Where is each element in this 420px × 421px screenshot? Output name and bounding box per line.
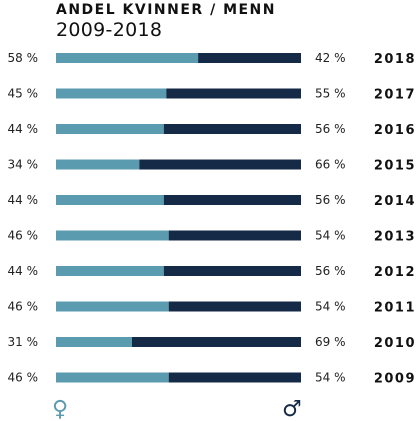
bar-men-2009 xyxy=(168,372,301,383)
year-label-2013: 2013 xyxy=(374,230,416,245)
bar-men-2018 xyxy=(198,53,301,63)
bar-women-2011 xyxy=(56,301,169,312)
year-label-2018: 2018 xyxy=(374,52,416,67)
label-men-2014: 56 % xyxy=(315,193,346,207)
label-men-2017: 55 % xyxy=(315,87,346,101)
label-men-2015: 66 % xyxy=(315,158,346,172)
bar-men-2014 xyxy=(163,195,301,205)
bar-women-2010 xyxy=(56,337,132,347)
label-women-2011: 46 % xyxy=(8,300,39,314)
bar-women-2009 xyxy=(56,372,169,383)
label-men-2016: 56 % xyxy=(315,122,346,136)
bar-women-2015 xyxy=(56,159,140,170)
bar-women-2012 xyxy=(56,266,164,276)
bar-men-2016 xyxy=(163,124,301,134)
label-women-2014: 44 % xyxy=(8,193,39,207)
label-women-2015: 34 % xyxy=(8,158,39,172)
bar-men-2013 xyxy=(168,230,301,241)
label-men-2013: 54 % xyxy=(315,229,346,243)
label-men-2010: 69 % xyxy=(315,335,346,349)
bar-women-2017 xyxy=(56,88,167,99)
bar-men-2015 xyxy=(139,159,301,170)
year-label-2009: 2009 xyxy=(374,372,416,387)
year-label-2015: 2015 xyxy=(374,159,416,174)
label-women-2017: 45 % xyxy=(8,87,39,101)
label-men-2018: 42 % xyxy=(315,51,346,65)
chart-title: ANDEL KVINNER / MENN xyxy=(56,2,276,18)
label-women-2016: 44 % xyxy=(8,122,39,136)
bar-men-2012 xyxy=(163,266,301,276)
bar-women-2013 xyxy=(56,230,169,241)
male-symbol-icon: ♂ xyxy=(282,397,302,421)
label-women-2013: 46 % xyxy=(8,229,39,243)
label-men-2011: 54 % xyxy=(315,300,346,314)
bar-men-2017 xyxy=(166,88,301,99)
label-women-2010: 31 % xyxy=(8,335,39,349)
bar-women-2018 xyxy=(56,53,199,63)
year-label-2014: 2014 xyxy=(374,194,416,209)
year-label-2016: 2016 xyxy=(374,123,416,138)
label-women-2018: 58 % xyxy=(8,51,39,65)
label-women-2012: 44 % xyxy=(8,264,39,278)
female-symbol-icon: ♀ xyxy=(52,397,68,421)
bar-women-2014 xyxy=(56,195,164,205)
bar-women-2016 xyxy=(56,124,164,134)
label-men-2012: 56 % xyxy=(315,264,346,278)
year-label-2011: 2011 xyxy=(374,301,416,316)
chart-subtitle: 2009-2018 xyxy=(56,19,163,41)
bar-men-2010 xyxy=(131,337,301,347)
year-label-2010: 2010 xyxy=(374,336,416,351)
label-women-2009: 46 % xyxy=(8,371,39,385)
year-label-2012: 2012 xyxy=(374,265,416,280)
bar-men-2011 xyxy=(168,301,301,312)
label-men-2009: 54 % xyxy=(315,371,346,385)
year-label-2017: 2017 xyxy=(374,88,416,103)
